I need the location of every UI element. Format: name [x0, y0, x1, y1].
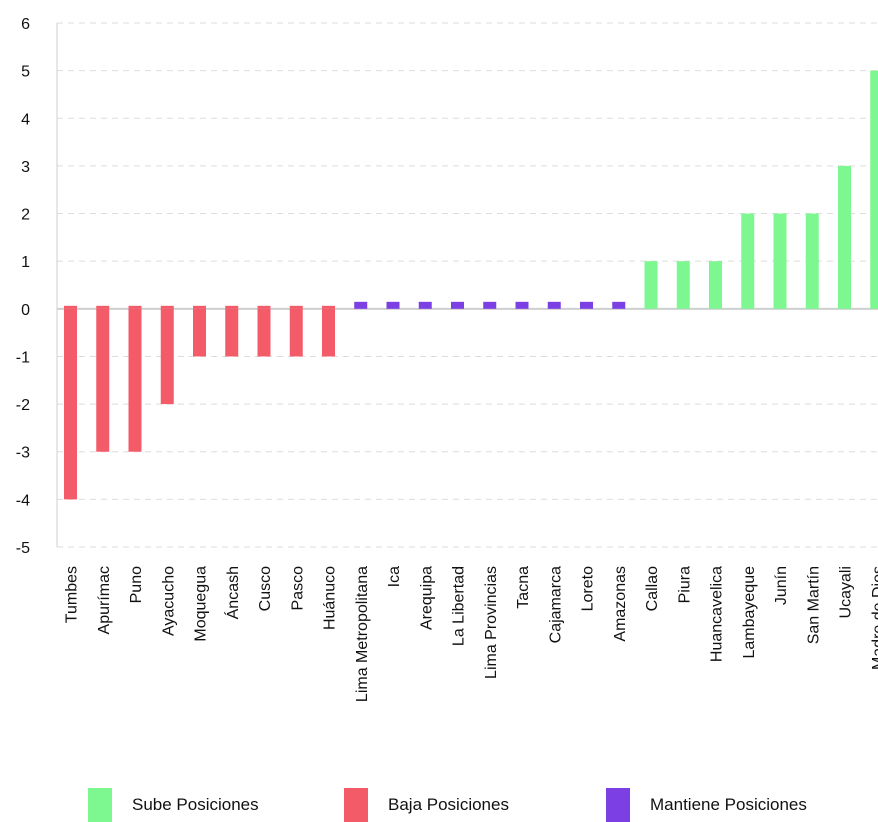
x-tick-label: Tumbes	[64, 566, 81, 623]
x-tick-label: Lambayeque	[741, 566, 758, 659]
y-tick-label: 0	[21, 302, 30, 319]
y-tick-label: -4	[16, 492, 30, 509]
bar-chart: 6 5 4 3 2 1 0 -1 -2 -3 -4 -5 Tumbes Apurímac Puno Ayac…	[16, 16, 878, 702]
bar-áncash	[225, 308, 239, 357]
x-tick-label: Loreto	[580, 566, 597, 611]
bar-san-martín	[805, 213, 819, 309]
x-tick-label: Ica	[386, 566, 403, 587]
y-tick-label: -1	[16, 349, 30, 366]
bar-huánuco	[322, 308, 335, 357]
bar-la-libertad	[451, 301, 464, 309]
bar-cap	[257, 305, 271, 309]
bar-lambayeque	[741, 213, 755, 309]
bar-tumbes	[64, 308, 77, 500]
x-tick-label: Huancavelica	[709, 566, 726, 662]
x-tick-label: Ucayali	[838, 566, 855, 618]
legend-item-mantiene: Mantiene Posiciones	[606, 788, 807, 822]
x-tick-label: Cajamarca	[547, 566, 564, 643]
x-tick-label: Callao	[644, 566, 661, 611]
legend-swatch-sube	[88, 788, 112, 822]
x-tick-label: Apurímac	[96, 566, 113, 634]
legend-swatch-mantiene	[606, 788, 630, 822]
legend-label-mantiene: Mantiene Posiciones	[650, 795, 807, 814]
legend-item-sube: Sube Posiciones	[88, 788, 259, 822]
y-tick-label: -3	[16, 445, 30, 462]
bar-cusco	[257, 308, 271, 357]
bar-lima-metropolitana	[354, 301, 368, 309]
bar-cap	[225, 305, 239, 309]
x-tick-label: Cusco	[257, 566, 274, 611]
bar-cap	[96, 305, 110, 309]
bar-madre-de-dios	[870, 70, 878, 309]
x-axis-labels: Tumbes Apurímac Puno Ayacucho Moquegua Áncash…	[64, 566, 878, 702]
bar-puno	[128, 308, 142, 452]
x-tick-label: Moquegua	[193, 566, 210, 642]
y-tick-label: 3	[21, 159, 30, 176]
bar-cap	[160, 305, 174, 309]
y-tick-label: -2	[16, 397, 30, 414]
bar-callao	[644, 261, 658, 309]
x-tick-label: Áncash	[223, 566, 242, 619]
bar-moquegua	[193, 308, 206, 357]
legend-item-baja: Baja Posiciones	[344, 788, 509, 822]
x-tick-label: Piura	[676, 566, 693, 603]
legend-swatch-baja	[344, 788, 368, 822]
x-tick-label: Ayacucho	[160, 566, 177, 636]
bar-loreto	[580, 301, 593, 309]
y-tick-label: 4	[21, 111, 30, 128]
bar-huancavelica	[709, 261, 722, 309]
y-tick-label: 1	[21, 254, 30, 271]
x-tick-label: Amazonas	[612, 566, 629, 642]
bars	[64, 70, 878, 500]
bar-cap	[322, 305, 335, 309]
bar-cap	[193, 305, 206, 309]
y-tick-label: -5	[16, 540, 30, 557]
bar-arequipa	[418, 301, 432, 309]
bar-cap	[289, 305, 303, 309]
y-axis-ticks: 6 5 4 3 2 1 0 -1 -2 -3 -4 -5	[16, 16, 30, 557]
x-tick-label: Huánuco	[322, 566, 339, 630]
bar-ayacucho	[160, 308, 174, 405]
y-tick-label: 5	[21, 64, 30, 81]
legend: Sube Posiciones Baja Posiciones Mantiene…	[0, 788, 878, 822]
bar-piura	[676, 261, 690, 309]
bar-lima-provincias	[483, 301, 497, 309]
x-tick-label: Pasco	[289, 566, 306, 611]
bar-tacna	[515, 301, 529, 309]
bar-cajamarca	[547, 301, 561, 309]
x-tick-label: Lima Provincias	[483, 566, 500, 679]
x-tick-label: Tacna	[515, 566, 532, 609]
legend-label-sube: Sube Posiciones	[132, 795, 259, 814]
bar-cap	[64, 305, 77, 309]
bar-pasco	[289, 308, 303, 357]
x-tick-label: Madre de Dios	[870, 566, 878, 670]
bar-junín	[773, 213, 787, 309]
x-tick-label: San Martín	[805, 566, 822, 644]
bar-apurímac	[96, 308, 110, 452]
bar-ucayali	[838, 165, 851, 309]
x-tick-label: Lima Metropolitana	[354, 566, 371, 702]
x-tick-label: La Libertad	[451, 566, 468, 646]
bar-ica	[386, 301, 400, 309]
bar-amazonas	[612, 301, 626, 309]
x-tick-label: Junín	[773, 566, 790, 605]
bar-cap	[128, 305, 142, 309]
y-tick-label: 6	[21, 16, 30, 33]
x-tick-label: Arequipa	[418, 566, 435, 630]
y-tick-label: 2	[21, 207, 30, 224]
gridlines	[57, 22, 878, 548]
legend-label-baja: Baja Posiciones	[388, 795, 509, 814]
x-tick-label: Puno	[128, 566, 145, 603]
